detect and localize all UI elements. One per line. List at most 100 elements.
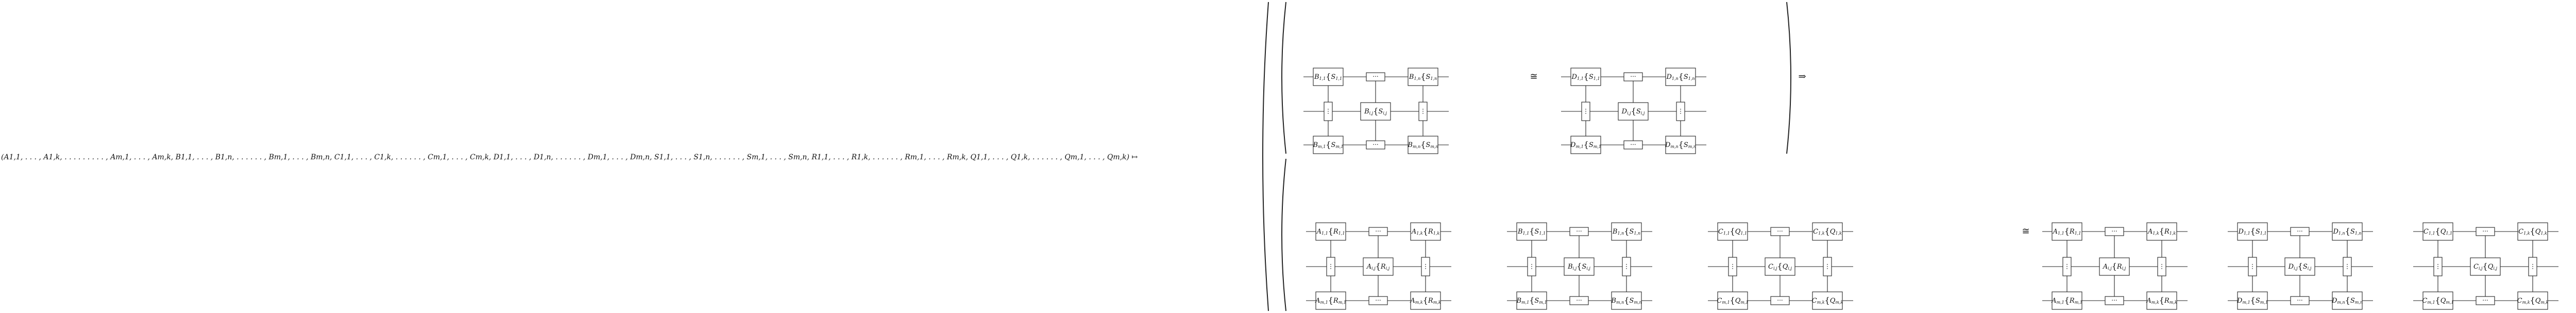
bottom-right-block-2-corner-bl: Cm,1{Qm,1 bbox=[2422, 291, 2454, 310]
bottom-right-block-0-corner-br-frame bbox=[2146, 291, 2177, 310]
bottom-right-block-2-hdots-bottom-glyph: ··· bbox=[2482, 297, 2488, 304]
bottom-right-block-1-hdots-top-frame bbox=[2290, 227, 2310, 236]
bottom-right-block-1-hdots-top-glyph: ··· bbox=[2297, 228, 2302, 235]
top-right-block-corner-tl-frame bbox=[1570, 68, 1601, 86]
top-left-block-vdots-left-glyph: ⋮ bbox=[1325, 108, 1331, 115]
bottom-left-block-1-corner-br-label: Bm,n{Sm,n bbox=[1611, 295, 1641, 305]
bottom-left-block-2-hdots-bottom-frame bbox=[1770, 296, 1790, 305]
bottom-right-block-0-vdots-right-glyph: ⋮ bbox=[2159, 263, 2165, 270]
bottom-right-block-2-corner-tl-frame bbox=[2422, 222, 2453, 241]
bottom-right-block-0-center: Ai,j{Ri,j bbox=[2099, 257, 2130, 276]
bottom-left-block-0-corner-tr: A1,k{R1,k bbox=[1410, 222, 1441, 241]
bottom-right-block-0-corner-tr-label: A1,k{R1,k bbox=[2147, 226, 2176, 236]
bottom-left-block-2-corner-bl-label: Cm,1{Qm,1 bbox=[1717, 295, 1748, 305]
bottom-right-block-2-corner-tr-label: C1,k{Q1,k bbox=[2518, 226, 2547, 236]
top-iso-symbol: ≅ bbox=[1530, 71, 1537, 82]
bottom-right-block-2-corner-tl-label: C1,1{Q1,1 bbox=[2424, 226, 2452, 236]
bottom-left-paren bbox=[1281, 158, 1286, 311]
top-right-block-center-label: Di,j{Si,j bbox=[1621, 106, 1645, 116]
top-right-block-corner-bl-frame bbox=[1570, 136, 1601, 154]
bottom-right-block-0-corner-tr-frame bbox=[2146, 222, 2177, 241]
top-right-block-corner-tr: D1,n{S1,n bbox=[1665, 68, 1696, 86]
bottom-right-block-1-corner-bl-frame bbox=[2237, 291, 2268, 310]
bottom-left-block-1-corner-bl-frame bbox=[1516, 291, 1547, 310]
bottom-right-block-0-corner-tl-label: A1,1{R1,1 bbox=[2053, 226, 2081, 236]
bottom-left-block-2-hdots-bottom: ··· bbox=[1770, 296, 1790, 305]
top-right-block-corner-tl-label: D1,1{S1,1 bbox=[1571, 72, 1600, 81]
bottom-left-block-2-hdots-top-glyph: ··· bbox=[1777, 228, 1783, 235]
bottom-left-block-1-corner-bl-label: Bm,1{Sm,1 bbox=[1516, 295, 1547, 305]
bottom-right-block-0-vdots-left-frame bbox=[2062, 257, 2072, 276]
bottom-left-block-0-hdots-bottom: ··· bbox=[1368, 296, 1388, 305]
top-left-block-hdots-bottom-glyph: ··· bbox=[1372, 141, 1378, 149]
bottom-left-block-1-corner-tr: B1,n{S1,n bbox=[1611, 222, 1642, 241]
bottom-right-block-2-hdots-top: ··· bbox=[2476, 227, 2495, 236]
top-left-block-center-label: Bi,j{Si,j bbox=[1364, 106, 1387, 116]
bottom-right-block-2-corner-bl-label: Cm,1{Qm,1 bbox=[2422, 295, 2453, 305]
top-right-block-hdots-top-frame bbox=[1623, 72, 1643, 81]
bottom-left-block-1-hdots-bottom: ··· bbox=[1569, 296, 1589, 305]
bottom-right-block-0-corner-bl: Am,1{Rm,1 bbox=[2051, 291, 2082, 310]
bottom-right-block-0-hdots-top: ··· bbox=[2105, 227, 2124, 236]
bottom-left-block-0-corner-tl: A1,1{R1,1 bbox=[1315, 222, 1346, 241]
top-left-block-center: Bi,j{Si,j bbox=[1360, 102, 1391, 121]
top-right-block-hdots-bottom: ··· bbox=[1623, 140, 1643, 150]
bottom-right-block-2-corner-br: Cm,k{Qm,k bbox=[2517, 291, 2549, 310]
top-left-block-vdots-left: ⋮ bbox=[1324, 102, 1333, 121]
bottom-right-block-2-vdots-right-frame bbox=[2528, 257, 2537, 276]
bottom-left-block-2-corner-br-label: Cm,k{Qm,k bbox=[1812, 295, 1843, 305]
bottom-left-block-1-hdots-top-glyph: ··· bbox=[1576, 228, 1582, 235]
top-left-block-corner-tr: B1,n{S1,n bbox=[1408, 68, 1438, 86]
bottom-right-block-0-hdots-bottom-glyph: ··· bbox=[2111, 297, 2117, 304]
bottom-left-block-2-corner-tl-frame bbox=[1717, 222, 1748, 241]
top-right-block-corner-tl: D1,1{S1,1 bbox=[1570, 68, 1601, 86]
bottom-left-block-2-corner-bl-frame bbox=[1717, 291, 1748, 310]
bottom-left-block-0-corner-bl: Am,1{Rm,1 bbox=[1315, 291, 1346, 310]
bottom-right-block-0-hdots-top-frame bbox=[2105, 227, 2124, 236]
bottom-right-block-0-vdots-right: ⋮ bbox=[2157, 257, 2166, 276]
bottom-left-block-2-corner-tr-frame bbox=[1812, 222, 1843, 241]
bottom-right-block-2-vdots-right-glyph: ⋮ bbox=[2530, 263, 2536, 270]
bottom-left-block-2-vdots-right-glyph: ⋮ bbox=[1824, 263, 1831, 270]
bottom-right-block-0-vdots-left: ⋮ bbox=[2062, 257, 2072, 276]
bottom-right-block-1-corner-tl-frame bbox=[2237, 222, 2268, 241]
bottom-left-block-2-vdots-right: ⋮ bbox=[1823, 257, 1832, 276]
bottom-left-block-2-vdots-left: ⋮ bbox=[1728, 257, 1737, 276]
bottom-right-block-1-center-frame bbox=[2284, 257, 2315, 276]
bottom-right-block-0-hdots-top-glyph: ··· bbox=[2111, 228, 2117, 235]
outer-left-paren bbox=[1262, 2, 1269, 311]
top-right-block-vdots-left-frame bbox=[1581, 102, 1590, 121]
bottom-right-block-0-hdots-bottom: ··· bbox=[2105, 296, 2124, 305]
top-left-block-corner-tl-frame bbox=[1313, 68, 1344, 86]
top-right-block-vdots-right: ⋮ bbox=[1676, 102, 1685, 121]
top-left-block-corner-tl: B1,1{S1,1 bbox=[1313, 68, 1344, 86]
top-right-block-vdots-left-glyph: ⋮ bbox=[1583, 108, 1589, 115]
bottom-right-block-1-hdots-bottom-glyph: ··· bbox=[2297, 297, 2302, 304]
bottom-right-block-1-vdots-right: ⋮ bbox=[2343, 257, 2352, 276]
bottom-left-block-0-vdots-right-frame bbox=[1421, 257, 1430, 276]
top-left-block-hdots-top-frame bbox=[1366, 72, 1385, 81]
bottom-left-block-1-vdots-left-frame bbox=[1527, 257, 1536, 276]
bottom-left-block-2-center: Ci,j{Qi,j bbox=[1765, 257, 1795, 276]
bottom-left-block-1-center-frame bbox=[1564, 257, 1595, 276]
bottom-left-block-0-center-label: Ai,j{Ri,j bbox=[1366, 261, 1390, 271]
bottom-right-block-1-vdots-right-glyph: ⋮ bbox=[2344, 263, 2350, 270]
bottom-right-block-0-vdots-right-frame bbox=[2157, 257, 2166, 276]
top-right-block-vdots-right-glyph: ⋮ bbox=[1677, 108, 1684, 115]
top-right-block-corner-br: Dm,n{Sm,n bbox=[1665, 136, 1696, 154]
top-right-block-corner-br-frame bbox=[1665, 136, 1696, 154]
bottom-right-block-2-hdots-top-glyph: ··· bbox=[2482, 228, 2488, 235]
bottom-left-block-0-corner-br-frame bbox=[1410, 291, 1441, 310]
bottom-right-block-1-center-label: Di,j{Si,j bbox=[2288, 261, 2312, 271]
bottom-left-block-0-corner-tl-label: A1,1{R1,1 bbox=[1316, 226, 1345, 236]
bottom-right-block-1-corner-bl-label: Dm,1{Sm,1 bbox=[2236, 295, 2268, 305]
bottom-left-block-2-corner-bl: Cm,1{Qm,1 bbox=[1717, 291, 1749, 310]
bottom-right-block-2-hdots-bottom-frame bbox=[2476, 296, 2495, 305]
bottom-left-block-0-hdots-top: ··· bbox=[1368, 227, 1388, 236]
bottom-right-block-1-hdots-bottom-frame bbox=[2290, 296, 2310, 305]
bottom-left-block-1-center-label: Bi,j{Si,j bbox=[1567, 261, 1590, 271]
bottom-right-block-1-vdots-left-frame bbox=[2248, 257, 2257, 276]
bottom-left-block-0-hdots-bottom-frame bbox=[1368, 296, 1388, 305]
bottom-right-block-1-vdots-right-frame bbox=[2343, 257, 2352, 276]
